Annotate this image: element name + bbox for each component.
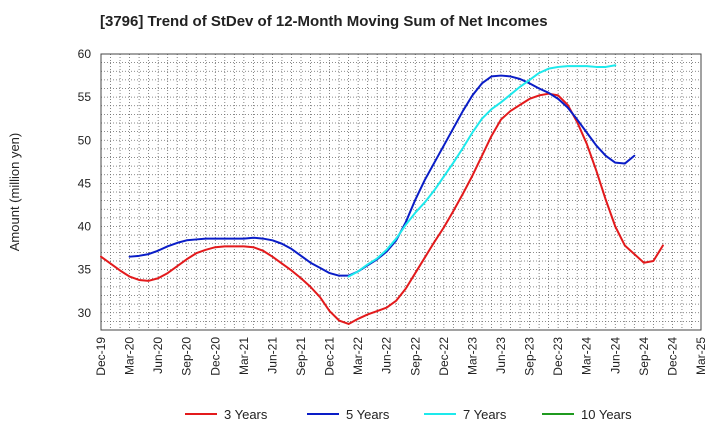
series-line-3-years [100, 92, 664, 325]
y-tick-label: 45 [78, 176, 92, 190]
x-tick-label: Dec-22 [437, 337, 451, 376]
x-tick-label: Mar-25 [694, 337, 708, 375]
x-tick-label: Dec-24 [665, 337, 679, 376]
x-tick-label: Sep-24 [637, 337, 651, 376]
x-tick-label: Mar-23 [465, 337, 479, 375]
series-line-5-years [128, 74, 636, 277]
y-axis-label: Amount (million yen) [7, 133, 22, 252]
x-tick-label: Dec-19 [94, 337, 108, 376]
x-tick-label: Mar-20 [123, 337, 137, 375]
x-tick-label: Sep-23 [523, 337, 537, 376]
y-axis-ticks: 30 35 40 45 50 55 60 [78, 47, 92, 320]
x-tick-label: Jun-20 [151, 337, 165, 374]
x-axis-ticks: Dec-19 Mar-20 Jun-20 Sep-20 Dec-20 Mar-21 Jun-… [94, 337, 708, 376]
x-tick-label: Dec-21 [323, 337, 337, 376]
x-tick-label: Sep-21 [294, 337, 308, 376]
x-tick-label: Jun-23 [494, 337, 508, 374]
x-tick-label: Dec-23 [551, 337, 565, 376]
x-tick-label: Jun-22 [380, 337, 394, 374]
grid-lines [101, 54, 701, 330]
y-tick-label: 50 [78, 133, 92, 147]
x-tick-label: Dec-20 [208, 337, 222, 376]
x-tick-label: Mar-21 [237, 337, 251, 375]
y-tick-label: 30 [78, 306, 92, 320]
series-lines [100, 64, 664, 325]
legend-label: 7 Years [463, 407, 507, 422]
series-line-7-years [347, 64, 617, 278]
legend-label: 3 Years [224, 407, 268, 422]
x-tick-label: Sep-20 [180, 337, 194, 376]
y-tick-label: 60 [78, 47, 92, 61]
x-tick-label: Mar-24 [580, 337, 594, 375]
x-tick-label: Sep-22 [408, 337, 422, 376]
legend-label: 10 Years [581, 407, 632, 422]
y-tick-label: 40 [78, 220, 92, 234]
x-tick-label: Jun-24 [608, 337, 622, 374]
legend-label: 5 Years [346, 407, 390, 422]
legend: 3 Years 5 Years 7 Years 10 Years [185, 407, 632, 422]
y-tick-label: 55 [78, 90, 92, 104]
x-tick-label: Mar-22 [351, 337, 365, 375]
x-tick-label: Jun-21 [265, 337, 279, 374]
chart-title: [3796] Trend of StDev of 12-Month Moving… [100, 13, 548, 30]
y-tick-label: 35 [78, 263, 92, 277]
plot-area [100, 53, 702, 331]
